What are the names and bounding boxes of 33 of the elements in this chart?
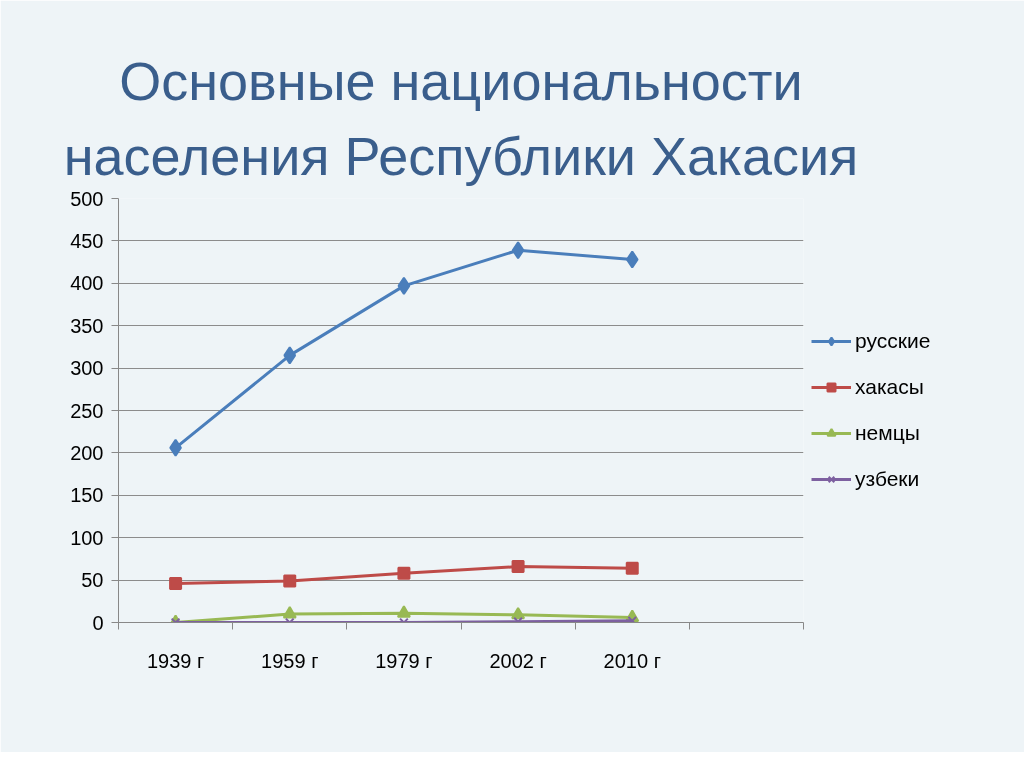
point — [282, 606, 297, 619]
y-tick-label: 400 — [70, 272, 104, 295]
y-tick-label: 200 — [70, 441, 104, 464]
chart-title: Основные национальности населения Республики Хакасия — [63, 50, 859, 186]
y-tick-label: 300 — [70, 357, 104, 380]
y-tick-label: 150 — [70, 484, 104, 507]
point — [625, 561, 639, 575]
point — [511, 241, 525, 260]
x-tick-label: 2002 г — [489, 649, 547, 672]
point — [283, 574, 297, 588]
point — [511, 606, 526, 620]
point — [283, 346, 297, 365]
y-tick-label: 100 — [70, 526, 104, 549]
point — [511, 560, 525, 574]
x-tick-label: 1979 г — [375, 649, 433, 672]
y-tick-label: 0 — [92, 611, 104, 634]
y-tick-label: 350 — [70, 314, 104, 337]
point — [397, 566, 411, 580]
x-tick-label: 1959 г — [261, 649, 319, 672]
point — [169, 576, 183, 590]
point — [397, 276, 411, 295]
y-tick-label: 250 — [70, 399, 104, 422]
point — [396, 605, 411, 618]
legend-label: хакасы — [855, 375, 924, 399]
legend-label: русские — [855, 329, 931, 353]
point — [625, 250, 639, 269]
legend-label: узбеки — [855, 467, 920, 491]
y-tick-label: 450 — [70, 229, 104, 252]
y-tick-label: 500 — [70, 187, 104, 210]
y-tick-label: 50 — [81, 569, 104, 592]
legend-label: немцы — [855, 421, 920, 445]
x-tick-label: 1939 г — [146, 649, 205, 672]
x-tick-label: 2010 г — [603, 649, 661, 672]
